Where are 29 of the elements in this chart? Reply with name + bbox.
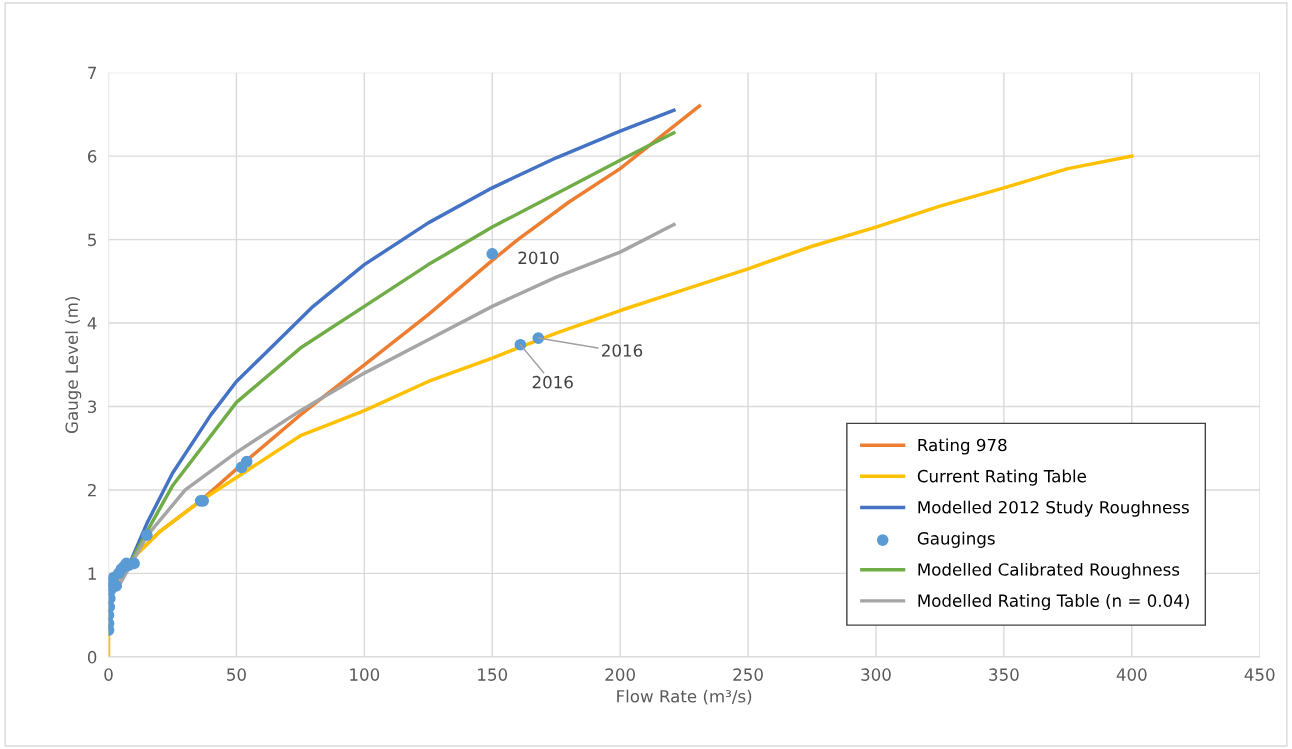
y-tick-label: 5 [88,233,96,247]
x-tick-label: 350 [989,668,1019,681]
y-tick-label: 4 [87,317,97,330]
x-tick-label: 200 [605,668,635,681]
x-tick-label: 0 [104,668,113,681]
legend-label: Modelled Rating Table (n = 0.04) [918,594,1189,611]
x-tick-label: 150 [478,668,508,681]
y-tick-label: 1 [88,567,96,580]
y-tick-label: 7 [88,66,96,79]
legend-label: Modelled 2012 Study Roughness [918,500,1189,517]
legend-label: Rating 978 [918,438,1007,455]
y-tick-label: 0 [87,650,97,664]
x-tick-label: 100 [350,668,380,681]
x-axis-title: Flow Rate (m³/s) [617,689,752,705]
annotation: 2016 [532,375,573,389]
y-tick-label: 6 [87,150,97,163]
x-tick-label: 400 [1116,668,1147,681]
x-tick-label: 450 [1244,668,1275,681]
x-tick-label: 50 [227,668,246,681]
legend-label: Gaugings [917,531,995,548]
legend-label: Current Rating Table [917,469,1086,486]
y-axis-title: Gauge Level (m) [65,297,82,434]
x-tick-label: 250 [733,668,763,681]
y-tick-label: 3 [88,400,97,414]
x-tick-label: 300 [861,668,891,681]
y-tick-label: 2 [88,483,96,497]
annotation: 2016 [602,344,643,357]
annotation: 2010 [518,251,559,265]
legend-label: Modelled Calibrated Roughness [918,562,1180,580]
